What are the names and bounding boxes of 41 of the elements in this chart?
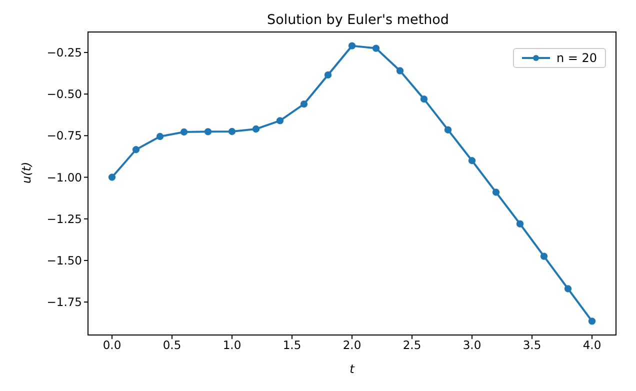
point: [564, 285, 572, 292]
point: [204, 128, 212, 136]
point: [396, 67, 404, 74]
x-tick-label: 2.5: [402, 338, 422, 352]
point: [108, 174, 116, 181]
y-tick-label: −0.50: [46, 87, 82, 102]
x-axis-title: t: [350, 362, 356, 376]
x-tick-label: 2.0: [342, 338, 362, 352]
point: [348, 42, 356, 50]
point: [132, 146, 140, 154]
y-tick-label: −1.75: [46, 295, 82, 310]
point: [540, 252, 548, 260]
x-tick-label: 4.0: [582, 338, 602, 352]
x-tick-label: 3.0: [462, 338, 482, 352]
point: [492, 188, 500, 196]
y-tick-label: −1.00: [46, 170, 82, 184]
y-tick-label: −0.75: [46, 128, 82, 143]
point: [420, 95, 428, 103]
point: [444, 126, 452, 134]
point: [252, 125, 260, 133]
point: [300, 100, 308, 108]
y-axis-title: u(t): [19, 162, 34, 184]
x-tick-label: 1.0: [222, 338, 242, 352]
point: [156, 132, 164, 140]
x-tick-label: 3.5: [522, 338, 542, 352]
point: [372, 44, 380, 52]
chart-title: Solution by Euler's method: [266, 12, 450, 28]
point: [324, 71, 332, 79]
legend-label: n = 20: [556, 51, 597, 65]
point: [468, 157, 476, 164]
y-tick-label: −1.50: [46, 254, 82, 268]
point: [276, 117, 284, 124]
point: [180, 128, 188, 136]
y-tick-label: −0.25: [46, 46, 82, 60]
x-tick-label: 0.0: [102, 338, 122, 352]
point: [516, 220, 524, 228]
point: [228, 128, 236, 136]
x-tick-label: 0.5: [162, 338, 182, 352]
y-tick-label: −1.25: [46, 212, 82, 226]
point: [588, 318, 596, 325]
x-tick-label: 1.5: [282, 338, 302, 352]
